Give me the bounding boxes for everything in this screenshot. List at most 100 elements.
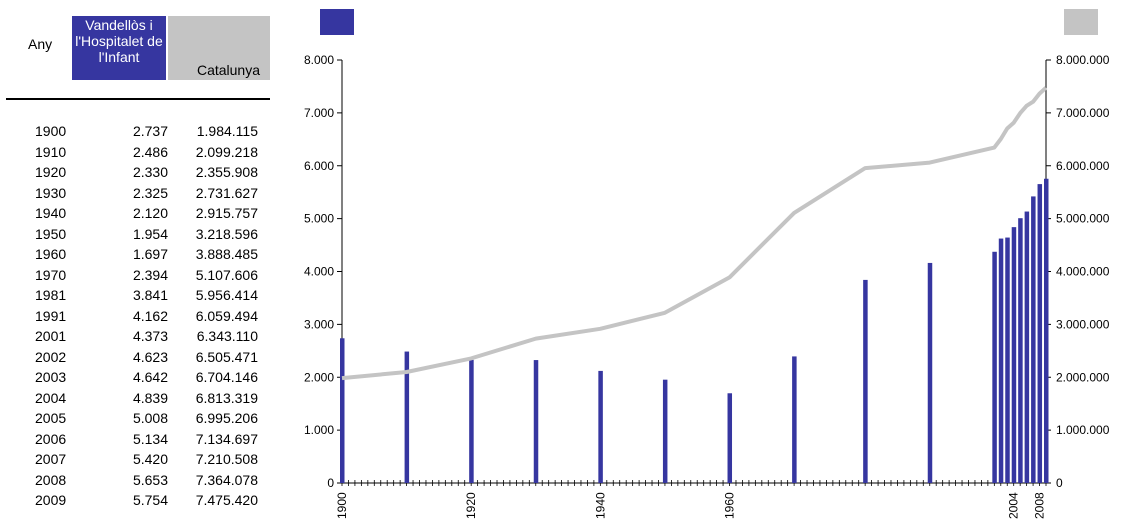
- year-cell: 2009: [35, 492, 67, 508]
- bar: [469, 359, 474, 483]
- local-value-cell: 2.325: [132, 184, 168, 201]
- x-tick-label: 1900: [335, 492, 349, 519]
- table-row: 1970 2.394 5.107.606: [0, 267, 280, 288]
- table-header-local: Vandellòs i l'Hospitalet de l'Infant: [72, 16, 166, 80]
- right-y-tick-label: 5.000.000: [1056, 212, 1110, 226]
- year-cell: 2005: [35, 410, 67, 426]
- year-cell: 1991: [35, 307, 67, 324]
- left-y-tick-label: 6.000: [304, 159, 334, 173]
- year-cell: 2007: [35, 451, 67, 467]
- population-chart: 0 1.000 2.000 3.000 4.000 5.000 6.000 7.000 8.00…: [304, 53, 1110, 519]
- left-y-tick-label: 0: [327, 476, 334, 490]
- local-value-cell: 5.653: [132, 471, 168, 488]
- table-row: 1900 2.737 1.984.115: [0, 123, 280, 144]
- bar: [863, 279, 868, 483]
- table-row: 1940 2.120 2.915.757: [0, 205, 280, 226]
- bar: [1024, 211, 1030, 484]
- right-y-tick-label: 4.000.000: [1056, 265, 1110, 279]
- year-cell: 2002: [35, 348, 67, 365]
- local-value-cell: 3.841: [132, 287, 168, 303]
- right-y-tick-label: 6.000.000: [1056, 159, 1110, 173]
- bar: [1044, 178, 1049, 483]
- region-value-cell: 5.107.606: [195, 266, 258, 283]
- table-row: 2007 5.420 7.210.508: [0, 451, 280, 472]
- bar: [792, 356, 797, 483]
- table-row: 1930 2.325 2.731.627: [0, 185, 280, 206]
- bar: [727, 393, 733, 483]
- year-cell: 1981: [35, 287, 67, 303]
- table-row: 1981 3.841 5.956.414: [0, 287, 280, 308]
- year-cell: 1930: [35, 184, 67, 201]
- table-row: 2005 5.008 6.995.206: [0, 410, 280, 431]
- year-cell: 2006: [35, 430, 67, 447]
- region-value-cell: 6.059.494: [195, 307, 258, 324]
- local-value-cell: 4.642: [132, 369, 168, 385]
- bar: [598, 370, 603, 483]
- local-value-cell: 4.373: [132, 328, 168, 344]
- left-y-tick-label: 5.000: [304, 212, 334, 226]
- table-row: 1910 2.486 2.099.218: [0, 144, 280, 165]
- x-tick-label: 1940: [593, 492, 607, 519]
- year-cell: 2001: [35, 328, 67, 344]
- bar: [1037, 184, 1043, 483]
- x-tick-label: 2008: [1033, 492, 1047, 519]
- local-value-cell: 2.120: [132, 205, 168, 221]
- region-value-cell: 7.134.697: [195, 430, 258, 447]
- year-cell: 1960: [35, 246, 67, 262]
- local-value-cell: 4.839: [132, 389, 168, 406]
- year-cell: 2003: [35, 369, 67, 385]
- region-value-cell: 7.364.078: [195, 471, 258, 488]
- legend-swatch-region: [1064, 9, 1098, 35]
- bar: [992, 251, 997, 483]
- region-value-cell: 7.210.508: [195, 451, 258, 467]
- year-cell: 1970: [35, 266, 67, 283]
- table-row: 2003 4.642 6.704.146: [0, 369, 280, 390]
- table-row: 2009 5.754 7.475.420: [0, 492, 280, 513]
- right-y-tick-label: 1.000.000: [1056, 423, 1110, 437]
- local-value-cell: 5.134: [132, 430, 168, 447]
- region-value-cell: 2.099.218: [195, 143, 258, 160]
- table-row: 2001 4.373 6.343.110: [0, 328, 280, 349]
- right-y-tick-label: 3.000.000: [1056, 317, 1110, 331]
- region-value-cell: 5.956.414: [195, 287, 258, 303]
- table-row: 2004 4.839 6.813.319: [0, 390, 280, 411]
- region-value-cell: 7.475.420: [195, 492, 258, 508]
- region-value-cell: 6.995.206: [195, 410, 258, 426]
- table-row: 1991 4.162 6.059.494: [0, 308, 280, 329]
- left-y-tick-label: 8.000: [304, 53, 334, 67]
- year-cell: 2008: [35, 471, 67, 488]
- right-y-tick-label: 0: [1056, 476, 1063, 490]
- local-value-cell: 4.623: [132, 348, 168, 365]
- x-tick-label: 1960: [723, 492, 737, 519]
- year-cell: 1940: [35, 205, 67, 221]
- left-y-tick-label: 1.000: [304, 423, 334, 437]
- local-value-cell: 1.697: [132, 246, 168, 262]
- table-row: 2006 5.134 7.134.697: [0, 431, 280, 452]
- region-value-cell: 2.731.627: [195, 184, 258, 201]
- local-value-cell: 1.954: [132, 225, 168, 242]
- legend-swatch-local: [320, 9, 354, 35]
- bar: [1011, 227, 1017, 483]
- year-cell: 1950: [35, 225, 67, 242]
- left-y-tick-label: 4.000: [304, 265, 334, 279]
- table-row: 2002 4.623 6.505.471: [0, 349, 280, 370]
- table-header-year: Any: [28, 36, 53, 52]
- year-cell: 2004: [35, 389, 67, 406]
- table-row: 1920 2.330 2.355.908: [0, 164, 280, 185]
- bar: [1031, 196, 1036, 484]
- local-value-cell: 5.420: [132, 451, 168, 467]
- x-tick-label: 2004: [1007, 492, 1021, 519]
- region-value-cell: 2.355.908: [195, 164, 258, 180]
- region-value-cell: 3.218.596: [195, 225, 258, 242]
- region-value-cell: 1.984.115: [196, 123, 258, 139]
- x-tick-label: 1920: [464, 492, 478, 519]
- region-value-cell: 6.505.471: [195, 348, 258, 365]
- local-value-cell: 2.737: [132, 123, 168, 139]
- bar: [404, 351, 410, 483]
- table-divider: [6, 98, 270, 100]
- local-value-cell: 5.754: [132, 492, 168, 508]
- local-value-cell: 4.162: [132, 307, 168, 324]
- table-header-region: Catalunya: [196, 62, 260, 78]
- left-y-tick-label: 2.000: [304, 370, 334, 384]
- region-value-cell: 2.915.757: [195, 205, 258, 221]
